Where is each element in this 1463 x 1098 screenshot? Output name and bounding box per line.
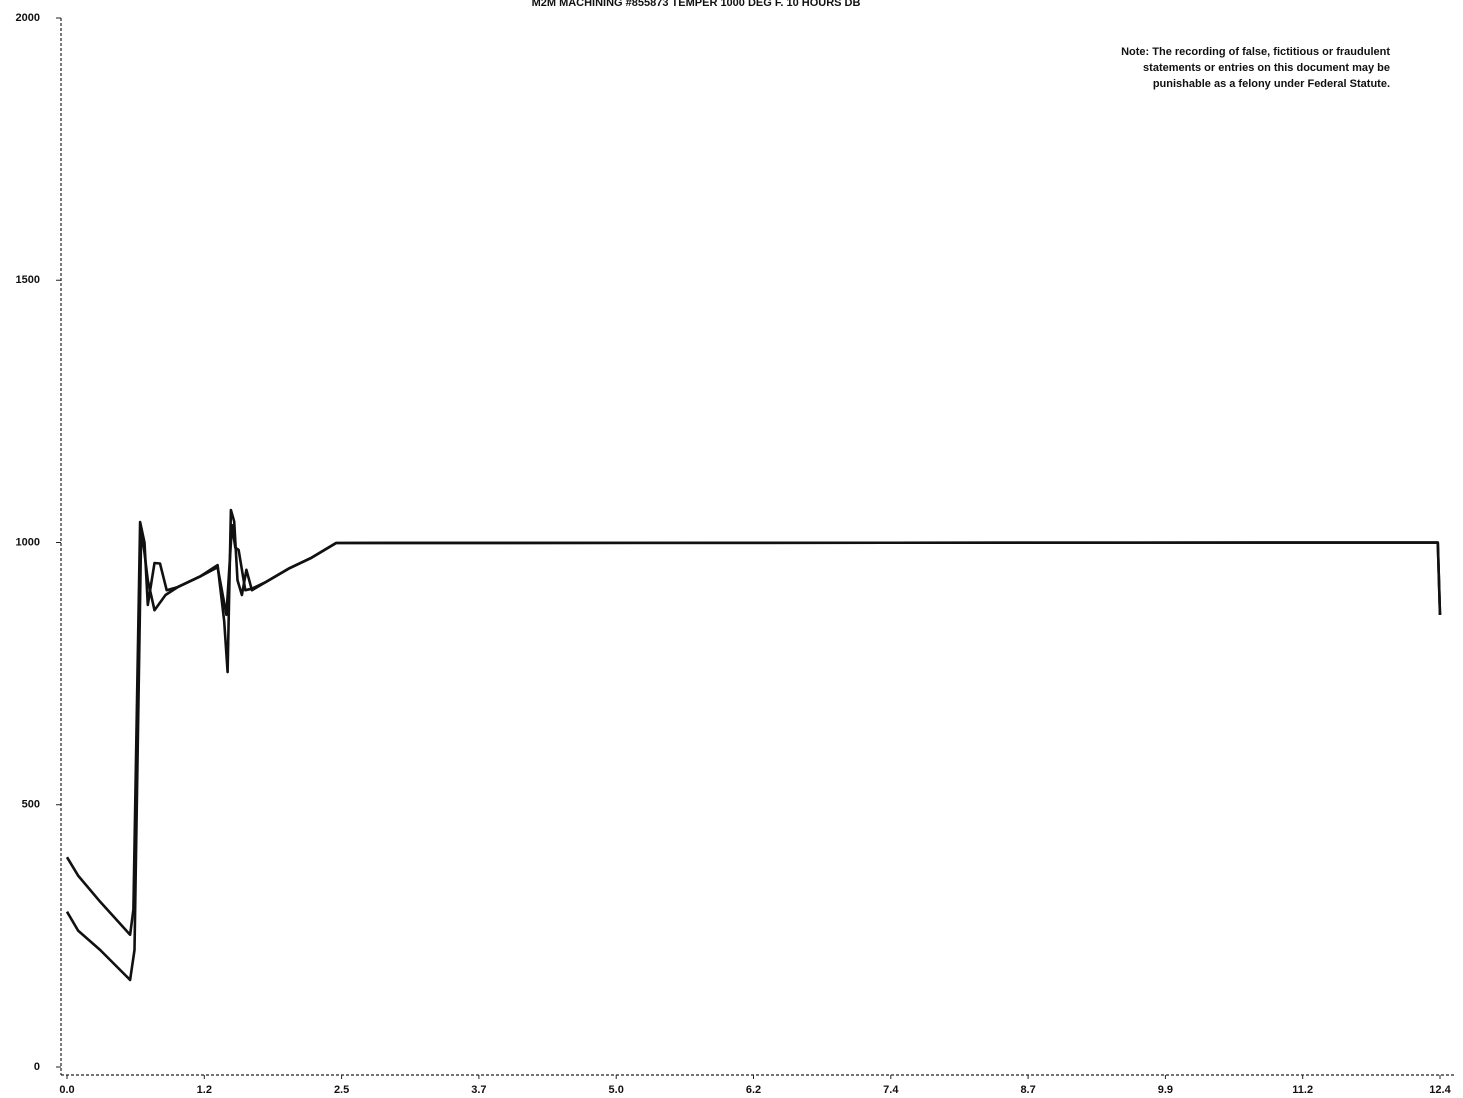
x-tick-label: 5.0 [609, 1084, 624, 1096]
x-tick-label: 3.7 [471, 1084, 486, 1096]
x-tick-label: 8.7 [1020, 1084, 1035, 1096]
y-tick-label: 2000 [16, 12, 40, 24]
line [65, 523, 1442, 982]
y-tick-label: 500 [22, 799, 40, 811]
x-tick-label: 7.4 [883, 1084, 899, 1096]
x-tick-label: 2.5 [334, 1084, 349, 1096]
y-tick-label: 0 [34, 1061, 40, 1073]
note-line: statements or entries on this document m… [1143, 62, 1390, 74]
note-line: punishable as a felony under Federal Sta… [1153, 78, 1390, 90]
x-tick-label: 6.2 [746, 1084, 761, 1096]
x-tick-label: 9.9 [1158, 1084, 1173, 1096]
chart-title: M2M MACHINING #855873 TEMPER 1000 DEG F.… [532, 0, 861, 9]
x-tick-label: 1.2 [197, 1084, 212, 1096]
note-line: Note: The recording of false, fictitious… [1121, 46, 1390, 58]
line [65, 508, 1442, 937]
y-tick-label: 1500 [16, 274, 40, 286]
y-tick-label: 1000 [16, 536, 40, 548]
x-tick-label: 0.0 [59, 1084, 74, 1096]
x-tick-label: 12.4 [1429, 1084, 1451, 1096]
x-tick-label: 11.2 [1292, 1084, 1313, 1096]
